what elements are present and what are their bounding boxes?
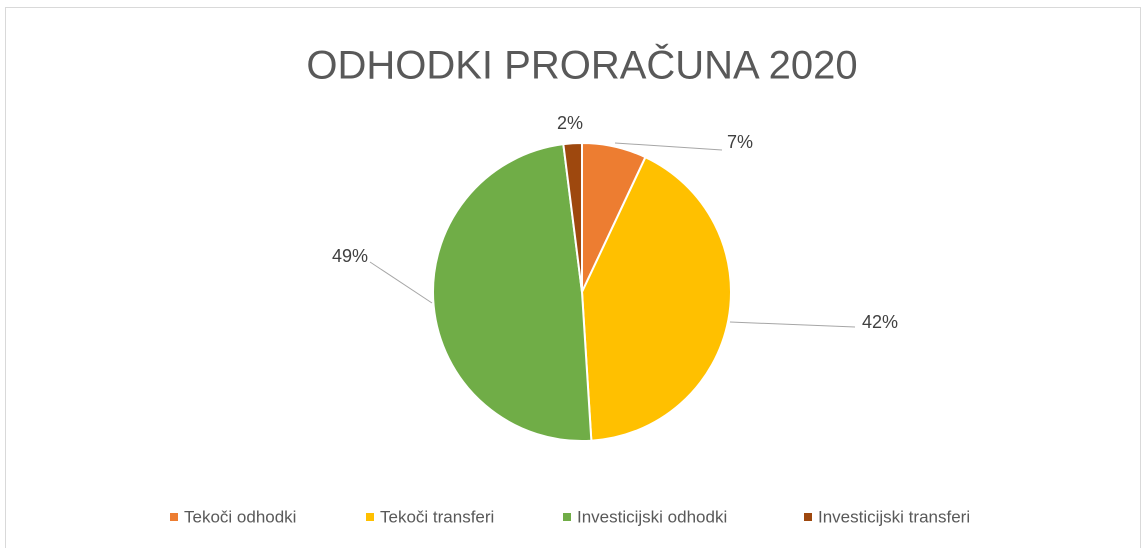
leader-line [729,321,856,328]
legend-label: Tekoči odhodki [184,507,296,526]
data-label: 7% [727,132,753,152]
data-label: 2% [557,113,583,133]
legend-label: Tekoči transferi [380,507,494,526]
leader-line [614,142,723,151]
legend-swatch [804,513,812,521]
legend-label: Investicijski transferi [818,507,970,526]
legend-swatch [563,513,571,521]
data-label: 49% [332,246,368,266]
pie-slice [580,155,732,442]
pie-slice [432,143,593,442]
legend-swatch [366,513,374,521]
leader-line [369,261,433,304]
legend-swatch [170,513,178,521]
data-label: 42% [862,312,898,332]
legend-label: Investicijski odhodki [577,507,727,526]
pie-slice [562,141,583,293]
chart-title: ODHODKI PRORAČUNA 2020 [306,43,857,88]
